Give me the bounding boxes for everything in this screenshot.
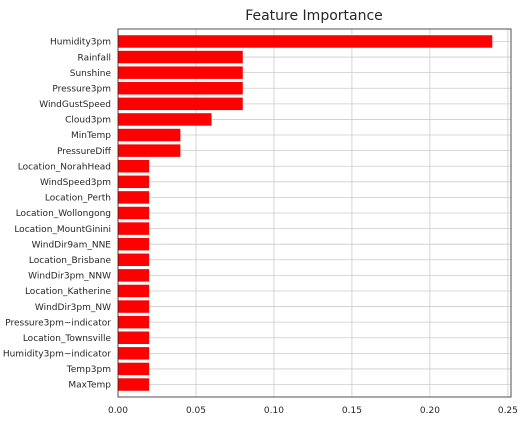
category-label: Rainfall	[78, 53, 111, 63]
bar-location-mountginini	[118, 222, 150, 235]
category-label: Sunshine	[70, 69, 112, 79]
bar-mintemp	[118, 128, 181, 142]
category-label: Location_MountGinini	[14, 225, 111, 235]
bar-cloud3pm	[118, 113, 212, 126]
category-label: Location_Townsville	[23, 334, 112, 344]
category-label: Humidity3pm~indicator	[3, 350, 111, 360]
category-label: Pressure3pm~indicator	[5, 318, 111, 328]
bar-location-norahhead	[118, 159, 150, 173]
bar-location-wollongong	[118, 206, 150, 220]
category-label: Humidity3pm	[50, 38, 111, 48]
bar-pressurediff	[118, 144, 181, 157]
bar-location-perth	[118, 191, 150, 204]
bar-winddir9am-nne	[118, 237, 150, 251]
category-label: Location_Wollongong	[16, 209, 111, 219]
category-label: WindDir3pm_NW	[35, 303, 111, 313]
category-label: Location_Brisbane	[29, 256, 112, 266]
category-label: Temp3pm	[66, 365, 111, 375]
bar-humidity3pm	[118, 35, 493, 48]
category-label: PressureDiff	[57, 147, 112, 157]
bar-windgustspeed	[118, 97, 243, 111]
bar-pressure3pm	[118, 82, 243, 95]
bar-humidity3pm-indicator	[118, 347, 150, 360]
bar-rainfall	[118, 50, 243, 64]
bar-location-brisbane	[118, 253, 150, 267]
category-label: Pressure3pm	[52, 84, 111, 94]
bar-location-townsville	[118, 331, 150, 344]
bar-winddir3pm-nw	[118, 300, 150, 313]
category-label: Location_Perth	[45, 194, 111, 204]
category-label: WindGustSpeed	[39, 100, 111, 110]
y-tick-labels: Humidity3pm Rainfall Sunshine Pressure3pm Wi…	[3, 38, 112, 391]
x-tick-label: 0.25	[498, 406, 518, 416]
x-tick-label: 0.05	[186, 406, 206, 416]
x-tick-label: 0.10	[264, 406, 284, 416]
category-label: Location_Katherine	[25, 287, 111, 297]
bar-layer	[118, 35, 493, 391]
category-label: Cloud3pm	[65, 116, 111, 126]
x-tick-label: 0.00	[108, 406, 128, 416]
bar-location-katherine	[118, 284, 150, 298]
x-tick-labels: 0.00 0.05 0.10 0.15 0.20 0.25	[108, 406, 518, 416]
bar-sunshine	[118, 66, 243, 79]
x-tick-label: 0.20	[420, 406, 440, 416]
category-label: MinTemp	[71, 131, 111, 141]
x-tick-label: 0.15	[342, 406, 362, 416]
bar-maxtemp	[118, 378, 150, 391]
bar-winddir3pm-nnw	[118, 269, 150, 282]
bar-windspeed3pm	[118, 175, 150, 189]
bar-temp3pm	[118, 362, 150, 376]
category-label: WindDir3pm_NNW	[28, 272, 111, 282]
category-label: Location_NorahHead	[18, 162, 111, 172]
plot-frame	[117, 28, 512, 398]
category-label: MaxTemp	[68, 381, 111, 391]
bar-pressure3pm-indicator	[118, 315, 150, 329]
chart-title: Feature Importance	[245, 8, 383, 24]
category-label: WindSpeed3pm	[40, 178, 111, 188]
category-label: WindDir9am_NNE	[32, 240, 112, 250]
